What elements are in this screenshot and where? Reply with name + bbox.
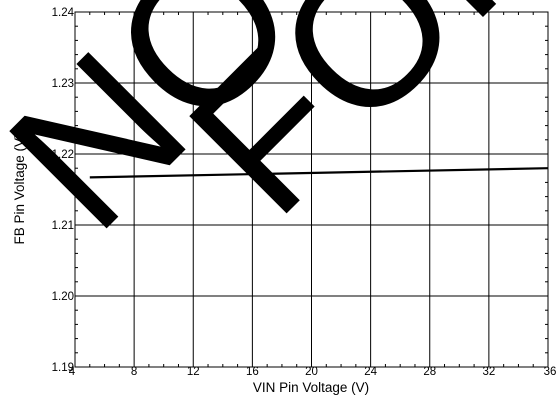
- y-axis-title: FB Pin Voltage (V): [12, 133, 27, 244]
- series-layer: [89, 167, 549, 179]
- x-tick-label: 32: [482, 366, 495, 378]
- series-line: [89, 167, 549, 179]
- x-tick-label: 20: [305, 366, 318, 378]
- y-tick-label: 1.22: [52, 149, 74, 161]
- x-tick-labels: 4 8 12 16 20 24 28 32 36: [69, 366, 557, 378]
- x-tick-label: 24: [364, 366, 377, 378]
- x-tick-label: 16: [246, 366, 259, 378]
- x-tick-label: 12: [187, 366, 200, 378]
- x-tick-label: 36: [544, 366, 557, 378]
- watermark: NOT FOR: [0, 0, 558, 270]
- y-tick-label: 1.23: [52, 78, 74, 90]
- grid: [75, 12, 548, 367]
- y-tick-label: 1.24: [52, 7, 75, 19]
- x-tick-label: 8: [131, 366, 137, 378]
- watermark-right-text: FOR: [148, 0, 558, 255]
- y-tick-label: 1.19: [52, 362, 74, 374]
- plot-frame: [74, 11, 549, 368]
- x-tick-label: 4: [69, 366, 76, 378]
- x-axis-title: VIN Pin Voltage (V): [253, 380, 369, 395]
- y-tick-labels: 1.19 1.20 1.21 1.22 1.23 1.24: [52, 7, 75, 374]
- x-tick-label: 28: [423, 366, 436, 378]
- y-tick-label: 1.20: [52, 291, 74, 303]
- y-tick-label: 1.21: [52, 220, 74, 232]
